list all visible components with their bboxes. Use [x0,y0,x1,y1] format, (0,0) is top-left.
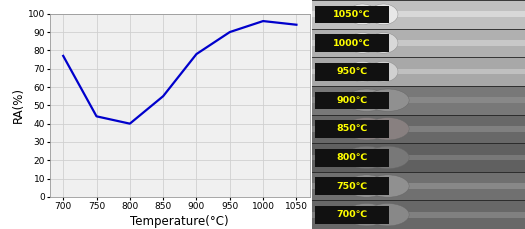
Bar [393,183,525,189]
Ellipse shape [366,89,409,111]
Ellipse shape [366,175,409,197]
Bar [314,177,389,195]
Ellipse shape [366,118,409,140]
Bar [312,97,344,103]
Bar [314,149,389,167]
Ellipse shape [366,146,409,169]
Bar [393,40,525,46]
Bar [312,0,525,29]
Bar [312,143,525,172]
Text: 850℃: 850℃ [336,124,367,133]
Bar [312,69,344,74]
Text: 800℃: 800℃ [336,153,367,162]
Ellipse shape [348,33,377,53]
Text: 1000℃: 1000℃ [333,38,371,47]
Bar [314,63,389,81]
Bar [312,155,344,160]
Bar [312,212,344,218]
Text: 900℃: 900℃ [336,96,367,105]
Ellipse shape [345,118,388,140]
Ellipse shape [345,89,388,111]
Ellipse shape [369,61,398,82]
Bar [312,86,525,114]
Bar [393,97,525,103]
Ellipse shape [348,4,377,25]
Bar [393,11,525,17]
Bar [314,34,389,52]
Bar [312,29,525,57]
Y-axis label: RA(%): RA(%) [12,87,25,123]
Bar [314,120,389,138]
Bar [393,126,525,132]
Bar [314,92,389,109]
Bar [312,11,344,17]
Bar [312,40,344,46]
Text: 700℃: 700℃ [336,210,367,219]
Bar [312,114,525,143]
Bar [312,126,344,132]
Bar [393,155,525,160]
Bar [312,57,525,86]
Bar [362,42,384,44]
Text: 750℃: 750℃ [336,182,367,191]
Ellipse shape [366,204,409,226]
Ellipse shape [369,4,398,25]
Ellipse shape [345,204,388,226]
Bar [393,212,525,218]
Bar [362,13,384,16]
Bar [393,69,525,74]
Ellipse shape [369,33,398,53]
Bar [312,200,525,229]
Bar [312,183,344,189]
Text: 1050℃: 1050℃ [333,10,371,19]
Bar [362,71,384,73]
Text: 950℃: 950℃ [336,67,367,76]
Ellipse shape [345,146,388,169]
Bar [312,172,525,200]
Bar [314,206,389,224]
X-axis label: Temperature(°C): Temperature(°C) [131,215,229,228]
Ellipse shape [348,61,377,82]
Bar [314,6,389,24]
Ellipse shape [345,175,388,197]
